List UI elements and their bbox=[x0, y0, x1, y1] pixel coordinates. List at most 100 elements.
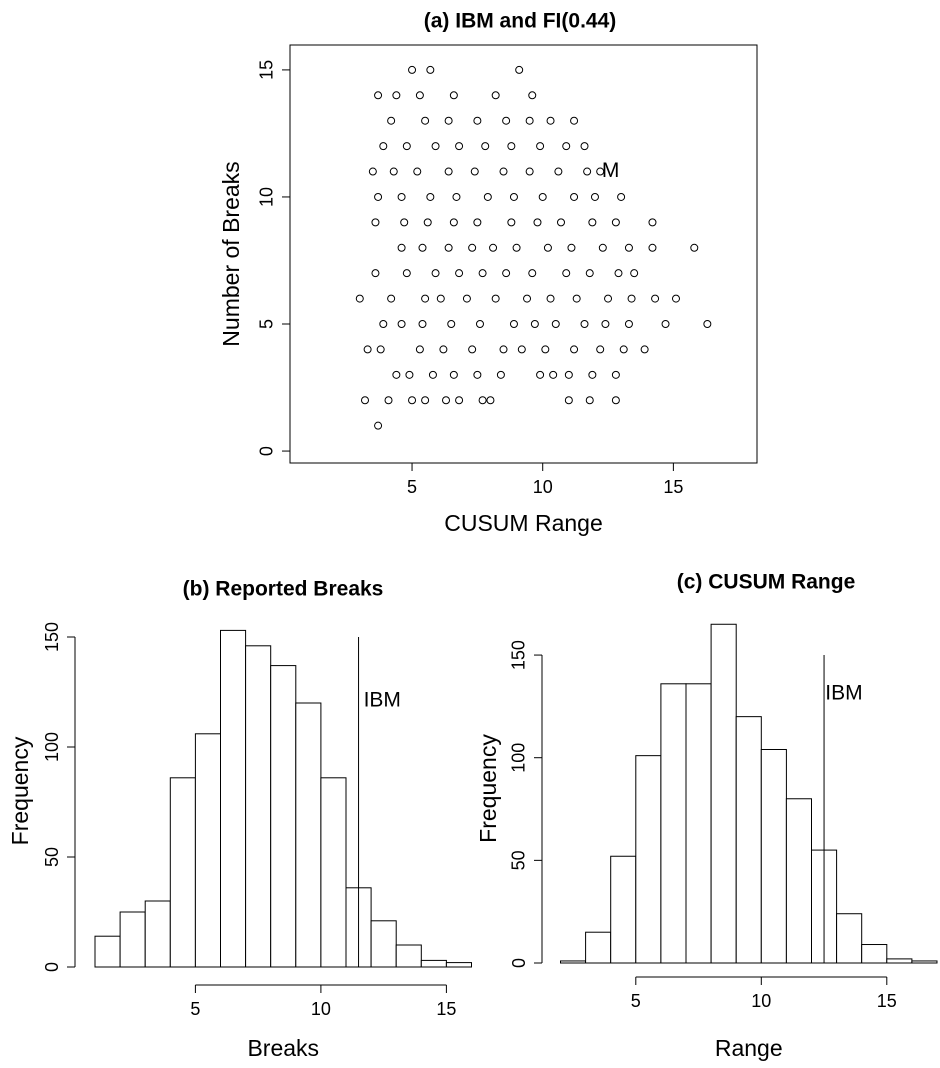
bar bbox=[94, 935, 121, 968]
point bbox=[507, 142, 516, 151]
point bbox=[431, 142, 440, 151]
point bbox=[402, 269, 411, 278]
point bbox=[567, 243, 576, 252]
point bbox=[491, 294, 500, 303]
y-tick-label: 0 bbox=[509, 958, 529, 968]
point bbox=[478, 269, 487, 278]
point bbox=[413, 167, 422, 176]
x-tick-label: 15 bbox=[663, 477, 683, 497]
point bbox=[507, 218, 516, 227]
point bbox=[421, 294, 430, 303]
point bbox=[405, 370, 414, 379]
y-axis-title: Frequency bbox=[7, 736, 33, 845]
bar bbox=[395, 944, 422, 968]
x-axis-title: Breaks bbox=[247, 1035, 319, 1061]
point bbox=[387, 294, 396, 303]
point bbox=[640, 345, 649, 354]
point bbox=[478, 396, 487, 405]
y-tick-label: 15 bbox=[257, 60, 277, 80]
point bbox=[523, 294, 532, 303]
y-tick-label: 0 bbox=[42, 962, 62, 972]
point bbox=[426, 65, 435, 74]
point bbox=[562, 269, 571, 278]
bar bbox=[119, 911, 146, 968]
point bbox=[528, 269, 537, 278]
x-axis-title: CUSUM Range bbox=[444, 510, 603, 536]
point bbox=[590, 192, 599, 201]
point bbox=[564, 370, 573, 379]
point bbox=[376, 345, 385, 354]
annotation: M bbox=[602, 159, 620, 182]
point bbox=[585, 269, 594, 278]
bar bbox=[735, 716, 762, 964]
point bbox=[570, 345, 579, 354]
x-tick-label: 10 bbox=[751, 991, 771, 1011]
x-axis-title: Range bbox=[715, 1035, 783, 1061]
bar bbox=[445, 962, 472, 968]
point bbox=[468, 243, 477, 252]
point bbox=[428, 370, 437, 379]
annotation: IBM bbox=[825, 682, 862, 705]
x-tick-label: 10 bbox=[533, 477, 553, 497]
point bbox=[496, 370, 505, 379]
point bbox=[554, 167, 563, 176]
bar bbox=[861, 944, 888, 964]
point bbox=[588, 218, 597, 227]
point bbox=[499, 167, 508, 176]
point bbox=[624, 243, 633, 252]
y-tick-label: 50 bbox=[509, 850, 529, 870]
point bbox=[528, 91, 537, 100]
point bbox=[374, 91, 383, 100]
point bbox=[449, 218, 458, 227]
bar bbox=[585, 931, 612, 964]
bar bbox=[144, 900, 171, 968]
point bbox=[491, 91, 500, 100]
point bbox=[473, 218, 482, 227]
chart-title: (b) Reported Breaks bbox=[183, 578, 384, 601]
point bbox=[483, 192, 492, 201]
plot-box bbox=[289, 44, 758, 464]
bar bbox=[886, 958, 913, 964]
point bbox=[361, 396, 370, 405]
point bbox=[604, 294, 613, 303]
bar bbox=[635, 755, 662, 964]
point bbox=[449, 91, 458, 100]
point bbox=[619, 345, 628, 354]
point bbox=[601, 320, 610, 329]
point bbox=[392, 91, 401, 100]
x-tick-label: 5 bbox=[190, 999, 200, 1019]
bar bbox=[320, 777, 347, 968]
point bbox=[502, 116, 511, 125]
point bbox=[671, 294, 680, 303]
x-tick-label: 10 bbox=[311, 999, 331, 1019]
point bbox=[624, 320, 633, 329]
point bbox=[596, 167, 605, 176]
point bbox=[439, 345, 448, 354]
point bbox=[426, 192, 435, 201]
point bbox=[562, 142, 571, 151]
point bbox=[397, 192, 406, 201]
point bbox=[690, 243, 699, 252]
point bbox=[533, 218, 542, 227]
point bbox=[651, 294, 660, 303]
point bbox=[379, 142, 388, 151]
point bbox=[570, 192, 579, 201]
y-tick-label: 100 bbox=[509, 743, 529, 773]
bar bbox=[760, 748, 787, 964]
point bbox=[444, 243, 453, 252]
point bbox=[415, 345, 424, 354]
bar bbox=[270, 665, 297, 968]
y-tick-label: 10 bbox=[257, 187, 277, 207]
bar bbox=[911, 960, 938, 964]
point bbox=[455, 142, 464, 151]
point bbox=[525, 116, 534, 125]
y-tick-label: 50 bbox=[42, 847, 62, 867]
point bbox=[588, 370, 597, 379]
point bbox=[442, 396, 451, 405]
bar bbox=[710, 623, 737, 964]
point bbox=[452, 192, 461, 201]
point bbox=[368, 167, 377, 176]
point bbox=[509, 320, 518, 329]
point bbox=[557, 218, 566, 227]
point bbox=[614, 269, 623, 278]
